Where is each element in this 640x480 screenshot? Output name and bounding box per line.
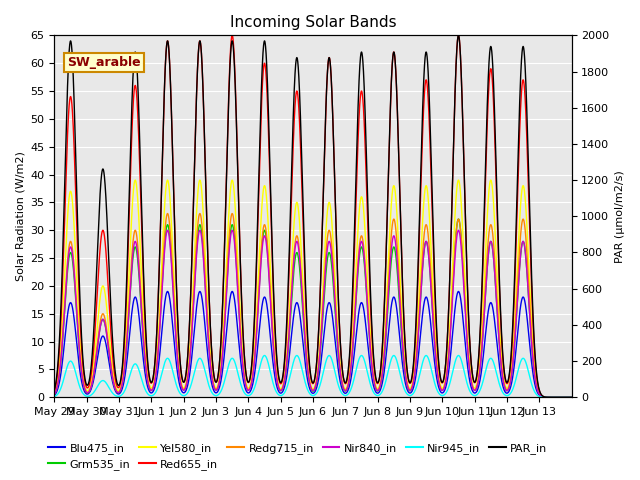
Y-axis label: Solar Radiation (W/m2): Solar Radiation (W/m2) <box>15 151 25 281</box>
Legend: Blu475_in, Grm535_in, Yel580_in, Red655_in, Redg715_in, Nir840_in, Nir945_in, PA: Blu475_in, Grm535_in, Yel580_in, Red655_… <box>44 438 552 474</box>
Title: Incoming Solar Bands: Incoming Solar Bands <box>230 15 396 30</box>
Y-axis label: PAR (μmol/m2/s): PAR (μmol/m2/s) <box>615 170 625 263</box>
Text: SW_arable: SW_arable <box>67 56 141 69</box>
